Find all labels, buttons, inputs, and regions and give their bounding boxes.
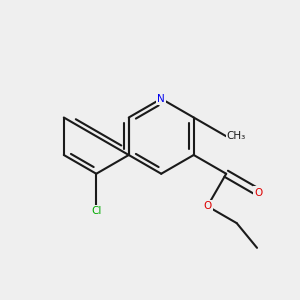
Text: N: N (158, 94, 165, 104)
Text: Cl: Cl (91, 206, 101, 216)
Text: O: O (203, 201, 211, 211)
Text: O: O (254, 188, 263, 197)
Text: CH₃: CH₃ (226, 131, 245, 141)
